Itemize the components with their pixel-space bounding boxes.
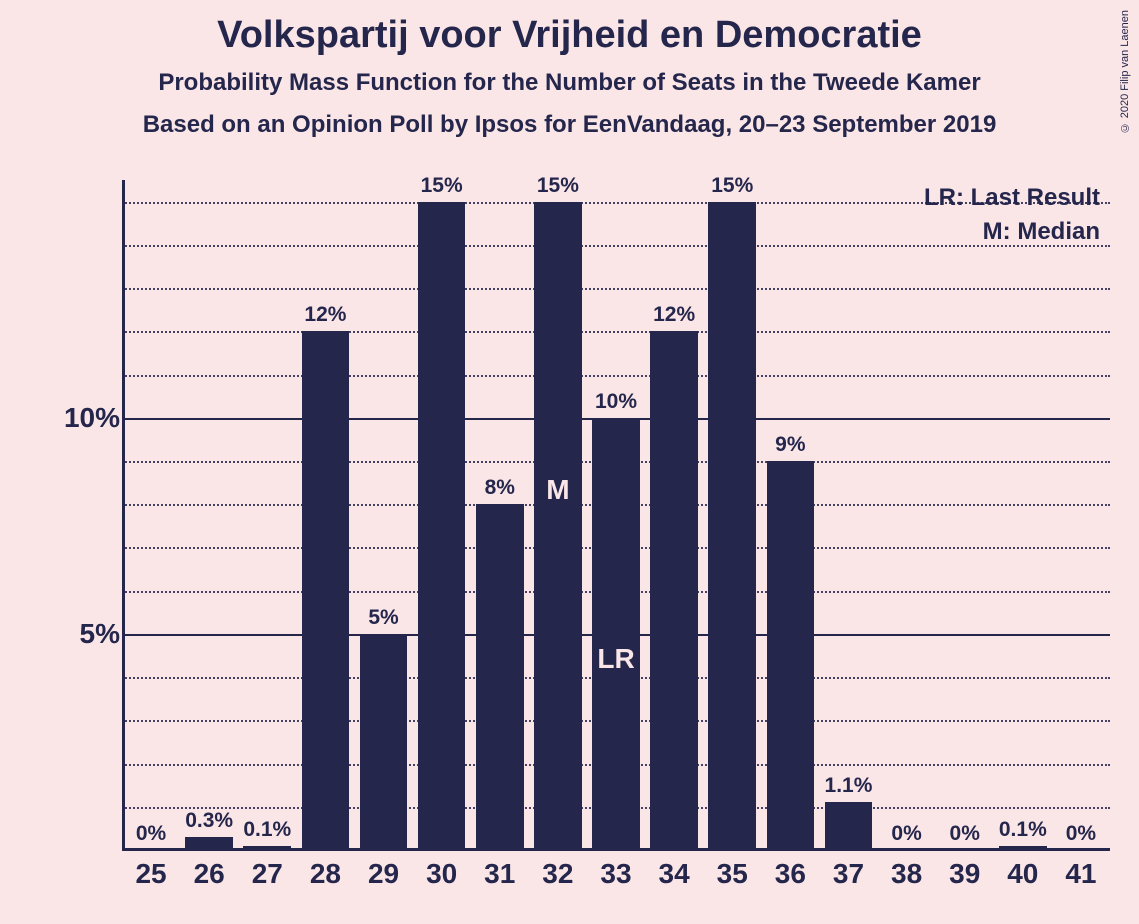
chart-subtitle-2: Based on an Opinion Poll by Ipsos for Ee… bbox=[0, 97, 1139, 139]
bar bbox=[767, 461, 815, 850]
bar-value-label: 8% bbox=[485, 476, 515, 500]
bar-value-label: 0.3% bbox=[185, 809, 233, 833]
bar bbox=[302, 331, 350, 850]
legend-m: M: Median bbox=[924, 218, 1100, 246]
x-tick-label: 35 bbox=[717, 858, 748, 890]
legend: LR: Last Result M: Median bbox=[924, 184, 1100, 252]
bar-value-label: 0% bbox=[950, 822, 980, 846]
bar-value-label: 15% bbox=[711, 174, 753, 198]
chart-title: Volkspartij voor Vrijheid en Democratie bbox=[0, 0, 1139, 57]
y-tick-label: 5% bbox=[40, 618, 120, 650]
grid-minor bbox=[122, 331, 1110, 333]
bar-value-label: 9% bbox=[775, 433, 805, 457]
x-tick-label: 26 bbox=[194, 858, 225, 890]
grid-minor bbox=[122, 245, 1110, 247]
bar bbox=[650, 331, 698, 850]
bar-value-label: 0% bbox=[1066, 822, 1096, 846]
median-marker: M bbox=[546, 474, 569, 506]
x-axis bbox=[122, 848, 1110, 851]
bar bbox=[534, 202, 582, 850]
bar-value-label: 0% bbox=[891, 822, 921, 846]
y-axis bbox=[122, 180, 125, 850]
chart-subtitle-1: Probability Mass Function for the Number… bbox=[0, 57, 1139, 97]
x-tick-label: 38 bbox=[891, 858, 922, 890]
x-tick-label: 33 bbox=[600, 858, 631, 890]
x-tick-label: 34 bbox=[659, 858, 690, 890]
x-tick-label: 40 bbox=[1007, 858, 1038, 890]
x-tick-label: 30 bbox=[426, 858, 457, 890]
bar-value-label: 0.1% bbox=[999, 818, 1047, 842]
bar-value-label: 12% bbox=[653, 303, 695, 327]
x-tick-label: 29 bbox=[368, 858, 399, 890]
x-tick-label: 37 bbox=[833, 858, 864, 890]
bar bbox=[825, 802, 873, 850]
plot-area: LR: Last Result M: Median bbox=[122, 180, 1110, 850]
x-tick-label: 28 bbox=[310, 858, 341, 890]
chart-container: LR: Last Result M: Median 5% 10% 0% 25 0.3% 2… bbox=[30, 180, 1120, 910]
bar-value-label: 15% bbox=[537, 174, 579, 198]
copyright-text: © 2020 Filip van Laenen bbox=[1119, 10, 1131, 133]
x-tick-label: 25 bbox=[135, 858, 166, 890]
x-tick-label: 31 bbox=[484, 858, 515, 890]
last-result-marker: LR bbox=[597, 643, 634, 675]
grid-minor bbox=[122, 375, 1110, 377]
bar bbox=[360, 634, 408, 850]
bar-value-label: 0.1% bbox=[243, 818, 291, 842]
bar bbox=[418, 202, 466, 850]
grid-minor bbox=[122, 288, 1110, 290]
x-tick-label: 39 bbox=[949, 858, 980, 890]
bar-value-label: 5% bbox=[368, 606, 398, 630]
x-tick-label: 41 bbox=[1065, 858, 1096, 890]
x-tick-label: 36 bbox=[775, 858, 806, 890]
x-tick-label: 32 bbox=[542, 858, 573, 890]
x-tick-label: 27 bbox=[252, 858, 283, 890]
bar-value-label: 15% bbox=[421, 174, 463, 198]
grid-minor bbox=[122, 202, 1110, 204]
bar-value-label: 0% bbox=[136, 822, 166, 846]
bar bbox=[476, 504, 524, 850]
bar-value-label: 10% bbox=[595, 390, 637, 414]
bar bbox=[708, 202, 756, 850]
bar-value-label: 1.1% bbox=[825, 774, 873, 798]
y-tick-label: 10% bbox=[40, 402, 120, 434]
bar bbox=[592, 418, 640, 850]
bar-value-label: 12% bbox=[304, 303, 346, 327]
legend-lr: LR: Last Result bbox=[924, 184, 1100, 212]
